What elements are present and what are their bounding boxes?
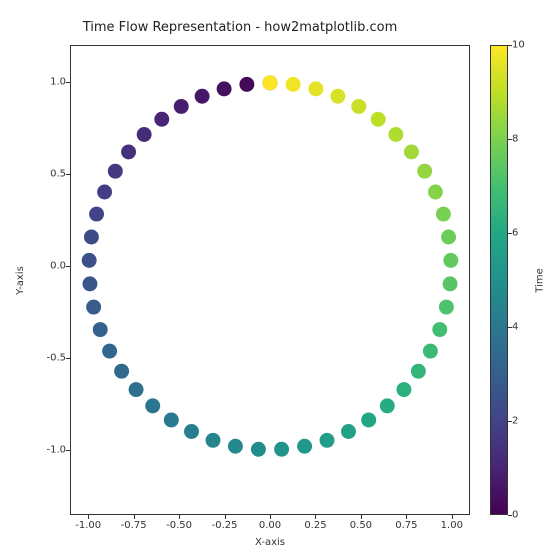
x-tick-mark <box>315 515 316 519</box>
y-axis-label: Y-axis <box>10 45 30 515</box>
x-tick-mark <box>134 515 135 519</box>
colorbar-tick-label: 8 <box>512 134 518 145</box>
scatter-point <box>423 344 438 359</box>
x-tick-mark <box>406 515 407 519</box>
x-tick-label: 0.50 <box>350 520 372 531</box>
scatter-point <box>396 382 411 397</box>
scatter-point <box>320 433 335 448</box>
scatter-point <box>371 112 386 127</box>
y-tick-label: 0.5 <box>26 169 66 180</box>
y-tick-mark <box>66 450 70 451</box>
scatter-point <box>436 207 451 222</box>
x-tick-mark <box>225 515 226 519</box>
colorbar-label-text: Time <box>535 268 546 292</box>
scatter-point <box>102 344 117 359</box>
x-tick-label: -0.75 <box>121 520 147 531</box>
scatter-point <box>443 276 458 291</box>
scatter-point <box>86 300 101 315</box>
y-axis-label-text: Y-axis <box>15 266 26 295</box>
scatter-point <box>432 322 447 337</box>
figure: Time Flow Representation - how2matplotli… <box>0 0 560 560</box>
scatter-point <box>154 112 169 127</box>
scatter-point <box>82 253 97 268</box>
y-tick-mark <box>66 358 70 359</box>
scatter-point <box>411 364 426 379</box>
scatter-point <box>145 398 160 413</box>
scatter-point <box>274 442 289 457</box>
colorbar-label: Time <box>530 45 550 515</box>
scatter-point <box>380 398 395 413</box>
scatter-point <box>114 364 129 379</box>
y-tick-mark <box>66 266 70 267</box>
x-tick-label: 1.00 <box>441 520 463 531</box>
scatter-point <box>97 185 112 200</box>
scatter-point <box>228 439 243 454</box>
colorbar-tick-label: 10 <box>512 40 525 51</box>
colorbar-tick-label: 4 <box>512 322 518 333</box>
colorbar-gradient <box>491 46 507 514</box>
scatter-point <box>174 99 189 114</box>
scatter-point <box>195 89 210 104</box>
scatter-point <box>263 75 278 90</box>
colorbar-tick-label: 2 <box>512 416 518 427</box>
scatter-point <box>404 144 419 159</box>
scatter-point <box>308 81 323 96</box>
scatter-point <box>341 424 356 439</box>
x-tick-mark <box>452 515 453 519</box>
x-axis-label: X-axis <box>70 537 470 548</box>
y-tick-label: -0.5 <box>26 353 66 364</box>
x-tick-label: -1.00 <box>75 520 101 531</box>
scatter-point <box>297 439 312 454</box>
scatter-point <box>251 442 266 457</box>
x-tick-label: 0.25 <box>304 520 326 531</box>
scatter-point <box>217 81 232 96</box>
scatter-point <box>417 164 432 179</box>
scatter-point <box>439 300 454 315</box>
y-tick-label: 0.0 <box>26 261 66 272</box>
scatter-point <box>129 382 144 397</box>
scatter-point <box>239 77 254 92</box>
scatter-point <box>184 424 199 439</box>
x-tick-mark <box>270 515 271 519</box>
y-tick-label: -1.0 <box>26 445 66 456</box>
y-tick-mark <box>66 82 70 83</box>
scatter-point <box>330 89 345 104</box>
scatter-point <box>164 412 179 427</box>
x-tick-label: 0.00 <box>259 520 281 531</box>
scatter-point <box>443 253 458 268</box>
scatter-point <box>93 322 108 337</box>
scatter-point <box>441 230 456 245</box>
scatter-plot <box>71 46 469 514</box>
x-tick-mark <box>179 515 180 519</box>
x-tick-mark <box>361 515 362 519</box>
x-tick-mark <box>88 515 89 519</box>
scatter-point <box>137 127 152 142</box>
x-tick-label: 0.75 <box>395 520 417 531</box>
scatter-point <box>82 276 97 291</box>
chart-title: Time Flow Representation - how2matplotli… <box>0 20 480 35</box>
scatter-point <box>351 99 366 114</box>
scatter-point <box>428 185 443 200</box>
colorbar-tick-label: 6 <box>512 228 518 239</box>
y-tick-mark <box>66 174 70 175</box>
scatter-point <box>388 127 403 142</box>
x-tick-label: -0.50 <box>166 520 192 531</box>
scatter-point <box>206 433 221 448</box>
scatter-point <box>84 230 99 245</box>
scatter-point <box>121 144 136 159</box>
scatter-point <box>286 77 301 92</box>
x-tick-label: -0.25 <box>212 520 238 531</box>
axes-frame <box>70 45 470 515</box>
scatter-point <box>89 207 104 222</box>
scatter-point <box>361 412 376 427</box>
y-tick-label: 1.0 <box>26 76 66 87</box>
colorbar-tick-label: 0 <box>512 510 518 521</box>
scatter-point <box>108 164 123 179</box>
colorbar <box>490 45 508 515</box>
